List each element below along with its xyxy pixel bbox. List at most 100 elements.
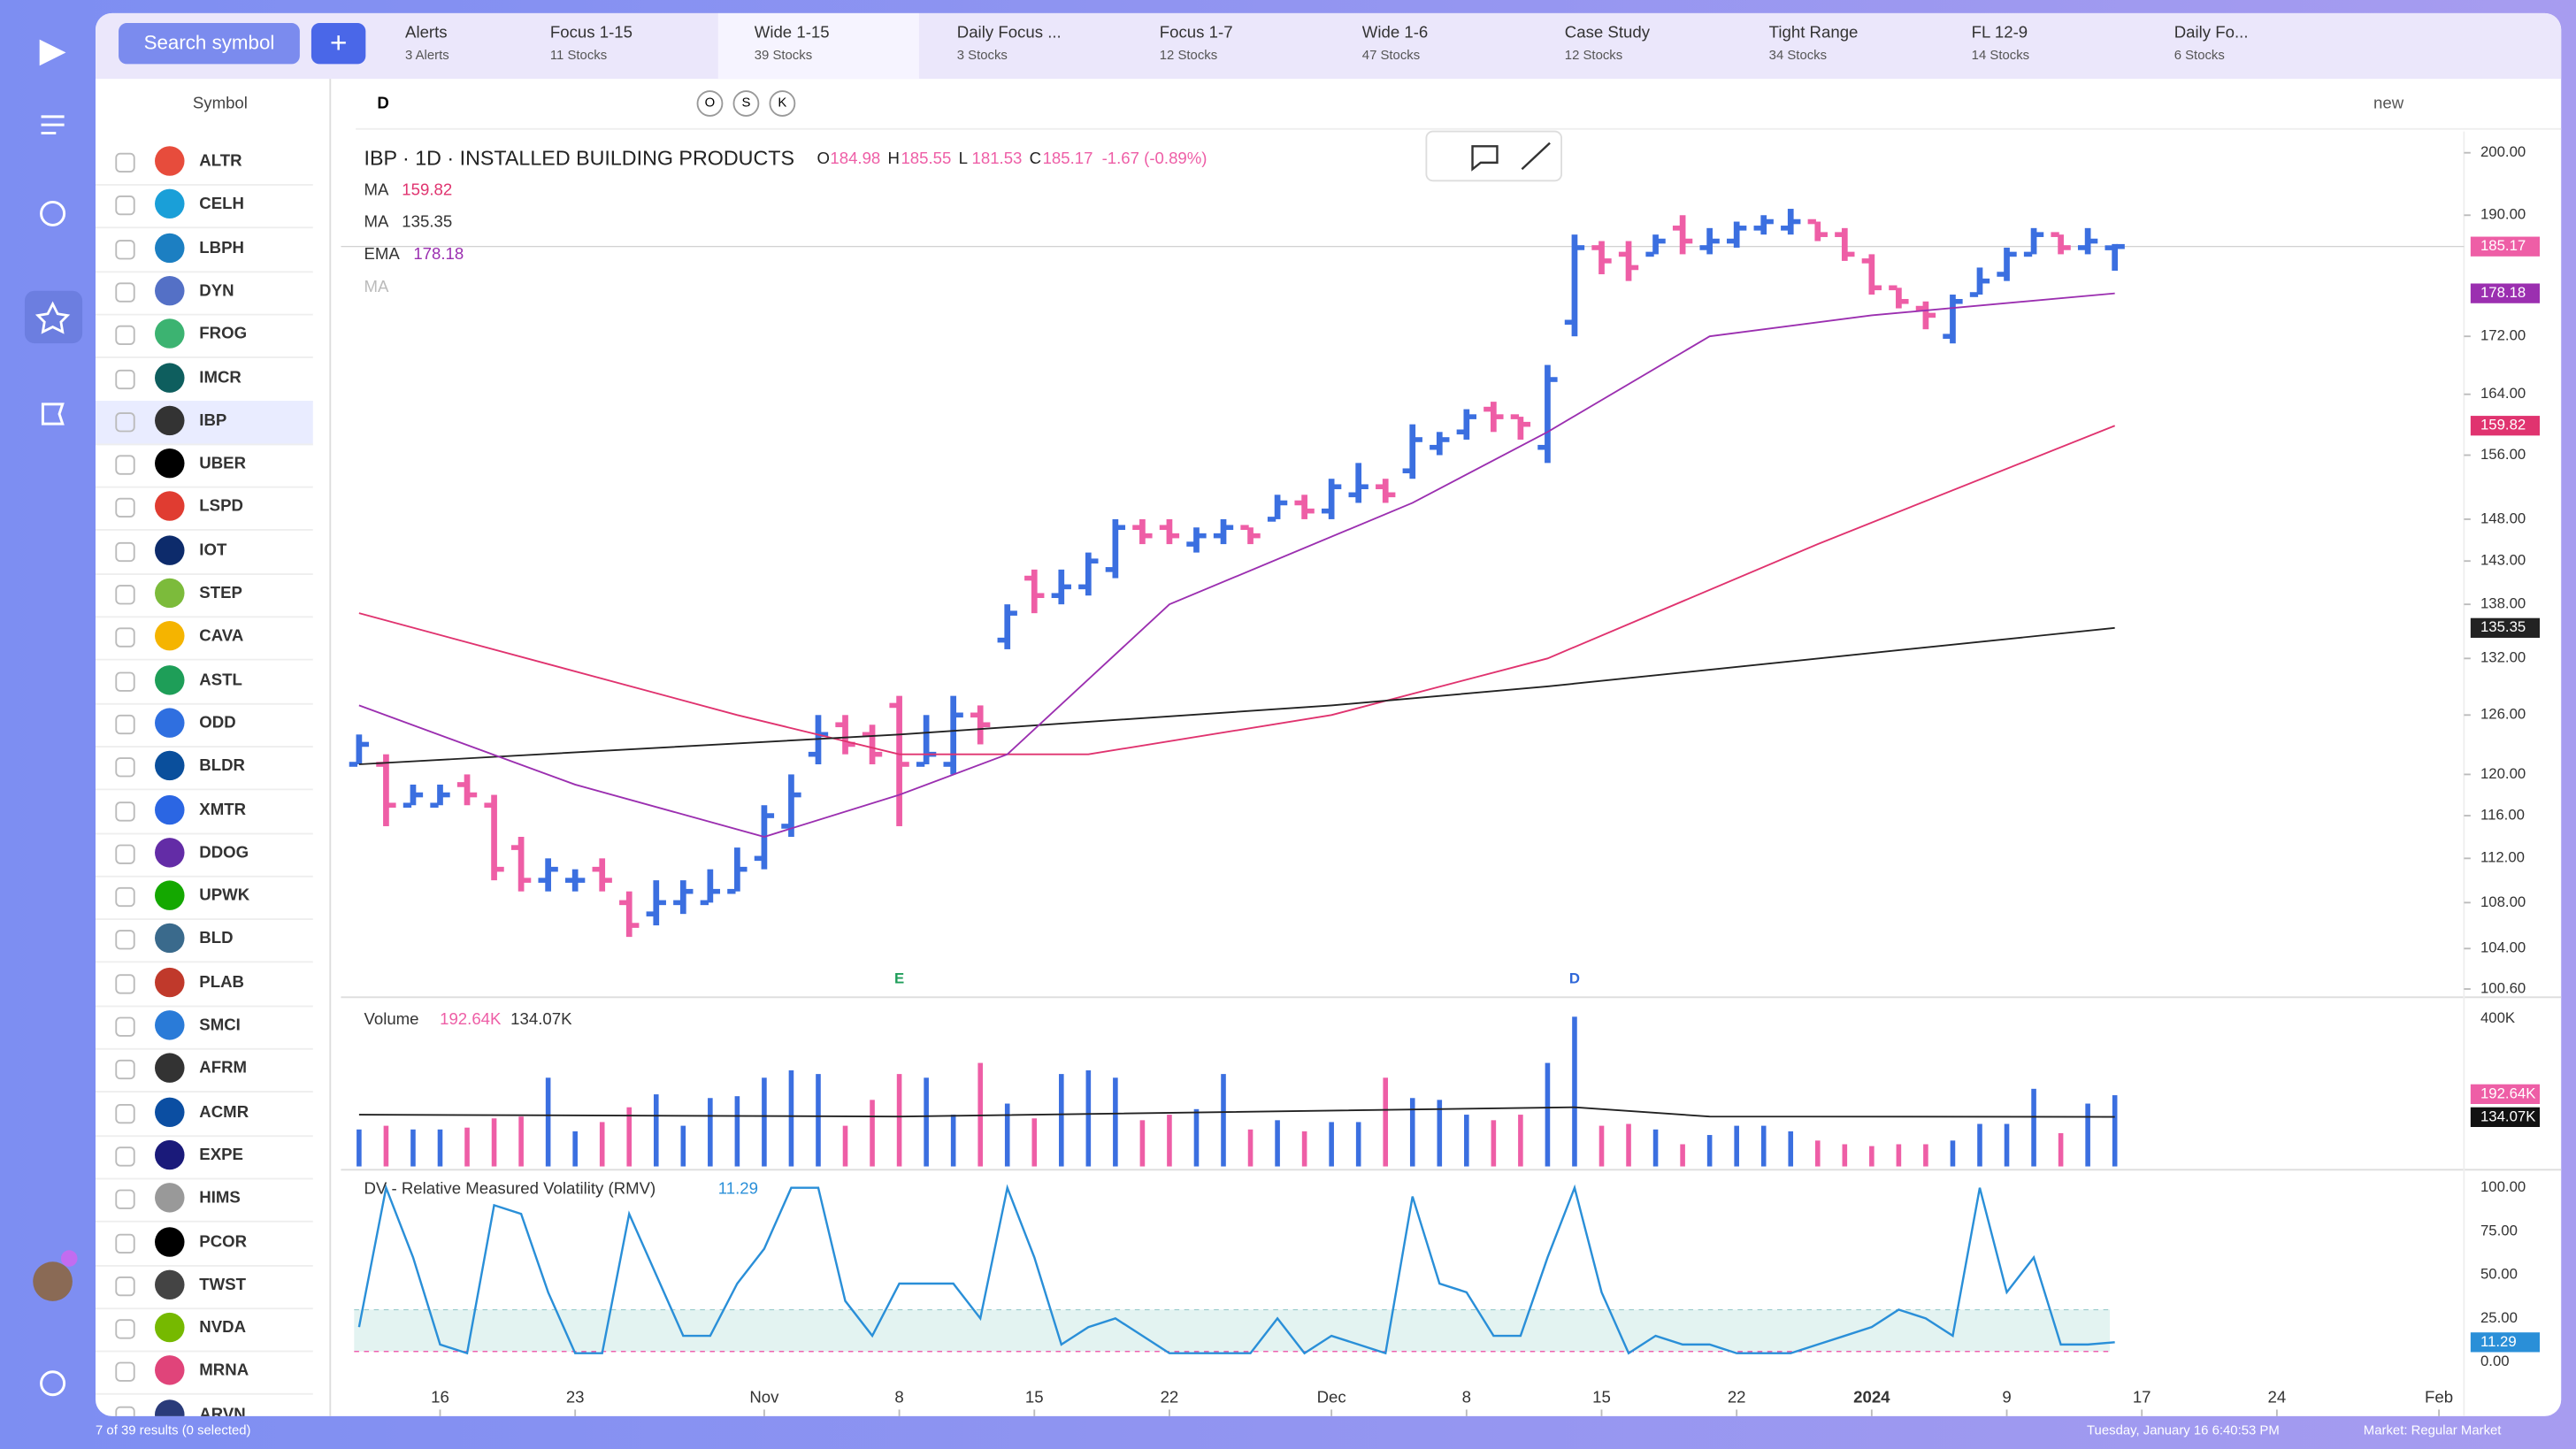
symbol-icon — [155, 1096, 185, 1127]
volume-bar — [1221, 1074, 1226, 1167]
symbol-row[interactable]: HIMS — [95, 1178, 313, 1223]
bar-range — [1950, 295, 1956, 344]
x-tick-label: Dec — [1317, 1387, 1346, 1406]
bar-close — [901, 762, 909, 767]
symbol-row[interactable]: FROG — [95, 314, 313, 359]
volume-bar — [1977, 1123, 1982, 1167]
symbol-row[interactable]: ACMR — [95, 1092, 313, 1137]
floating-toolbar — [1425, 130, 1563, 182]
bar-open — [646, 911, 655, 916]
watchlist-active[interactable] — [24, 290, 83, 344]
line-tool[interactable] — [1521, 142, 1551, 171]
symbol: BLDR — [199, 757, 246, 776]
bar-range — [1112, 518, 1119, 579]
scan-icon[interactable] — [40, 200, 66, 226]
watchlist: Symbol ALTR CELH LBPH DYN FROG IMCR IBP UBER LSP… — [95, 79, 332, 1416]
tab[interactable]: Wide 1-15 39 Stocks — [717, 12, 919, 80]
symbol-row[interactable]: IBP — [95, 400, 313, 445]
bar-range — [356, 734, 363, 765]
symbol-row[interactable]: STEP — [95, 573, 313, 618]
symbol-icon — [155, 362, 185, 392]
bar-open — [592, 866, 601, 872]
list-icon[interactable] — [41, 115, 65, 134]
bar-close — [1144, 533, 1153, 539]
layout-name[interactable]: new — [2373, 95, 2404, 114]
bar-range — [518, 836, 525, 892]
symbol-row[interactable]: DYN — [95, 271, 313, 316]
tab[interactable]: FL 12-9 14 Stocks — [1972, 13, 2173, 79]
bar-open — [916, 762, 925, 767]
add-button[interactable]: + — [310, 22, 366, 65]
toolbar-button[interactable]: S — [732, 90, 760, 117]
tab[interactable]: Focus 1-7 12 Stocks — [1160, 13, 1361, 79]
bar-range — [1004, 604, 1011, 649]
symbol-row[interactable]: CAVA — [95, 617, 313, 662]
tab[interactable]: Wide 1-6 47 Stocks — [1362, 13, 1563, 79]
symbol-row[interactable]: MRNA — [95, 1351, 313, 1396]
volume-bar — [896, 1074, 902, 1167]
symbol-row[interactable]: SMCI — [95, 1006, 313, 1050]
symbol-row[interactable]: PLAB — [95, 962, 313, 1007]
symbol-row[interactable]: ASTL — [95, 660, 313, 704]
symbol-row[interactable]: ODD — [95, 703, 313, 748]
symbol-row[interactable]: TWST — [95, 1265, 313, 1309]
tab[interactable]: Case Study 12 Stocks — [1565, 13, 1766, 79]
tab[interactable]: Alerts 3 Alerts — [405, 13, 606, 79]
toolbar-button[interactable]: K — [769, 90, 796, 117]
bar-close — [1711, 238, 1720, 244]
tab[interactable]: Focus 1-15 11 Stocks — [550, 13, 751, 79]
bar-range — [2058, 234, 2064, 255]
y-tick-label: 138.00 — [2480, 595, 2526, 612]
symbol-row[interactable]: CELH — [95, 185, 313, 229]
bar-open — [997, 637, 1006, 643]
interval[interactable]: D — [377, 95, 389, 114]
volume-bar — [708, 1098, 713, 1167]
bar-close — [549, 866, 558, 872]
symbol-row[interactable]: EXPE — [95, 1135, 313, 1180]
symbol-row[interactable]: IOT — [95, 530, 313, 575]
last-value-tag-bg — [2470, 617, 2541, 638]
flag-icon[interactable] — [41, 402, 65, 426]
toolbar-button[interactable]: O — [696, 90, 724, 117]
symbol-row[interactable]: UBER — [95, 444, 313, 488]
volume-bar — [1464, 1115, 1469, 1167]
symbol-row[interactable]: DDOG — [95, 832, 313, 878]
tab[interactable]: Tight Range 34 Stocks — [1769, 13, 1970, 79]
bar-close — [1441, 437, 1450, 442]
symbol-row[interactable]: ARVN — [96, 1394, 313, 1416]
ohlc-value: 181.53 — [972, 149, 1023, 167]
search-box[interactable]: Search symbol — [119, 22, 300, 65]
symbol: FROG — [199, 326, 248, 344]
bar-range — [1733, 221, 1740, 248]
checkbox — [115, 1276, 135, 1296]
volume-bar — [1409, 1098, 1415, 1167]
tab[interactable]: Daily Focus ... 3 Stocks — [957, 13, 1158, 79]
help-icon[interactable] — [40, 1370, 66, 1397]
column-header[interactable]: Symbol — [192, 95, 248, 114]
x-tick-label: 8 — [894, 1387, 903, 1406]
bar-range — [896, 695, 902, 826]
bar-range — [1571, 234, 1578, 337]
bar-open — [1997, 272, 2005, 277]
bar-range — [977, 705, 984, 745]
symbol-row[interactable]: BLDR — [95, 746, 313, 791]
tab[interactable]: Daily Fo... 6 Stocks — [2174, 13, 2375, 79]
symbol: DYN — [199, 282, 234, 301]
bar-close — [603, 878, 612, 883]
bar-close — [441, 792, 450, 798]
symbol-row[interactable]: NVDA — [95, 1307, 313, 1353]
symbol-row[interactable]: LSPD — [95, 487, 313, 532]
symbol-row[interactable]: AFRM — [95, 1048, 313, 1093]
avatar[interactable] — [33, 1261, 73, 1301]
symbol-row[interactable]: PCOR — [95, 1222, 313, 1266]
symbol-row[interactable]: ALTR — [95, 142, 313, 186]
bar-open — [1024, 575, 1033, 581]
symbol-row[interactable]: XMTR — [95, 789, 313, 834]
rmv-band — [354, 1309, 2111, 1352]
symbol-row[interactable]: BLD — [95, 919, 313, 964]
symbol-row[interactable]: LBPH — [95, 227, 313, 272]
symbol-row[interactable]: UPWK — [95, 876, 313, 921]
comment-tool[interactable] — [1471, 145, 1499, 172]
checkbox — [115, 973, 135, 993]
